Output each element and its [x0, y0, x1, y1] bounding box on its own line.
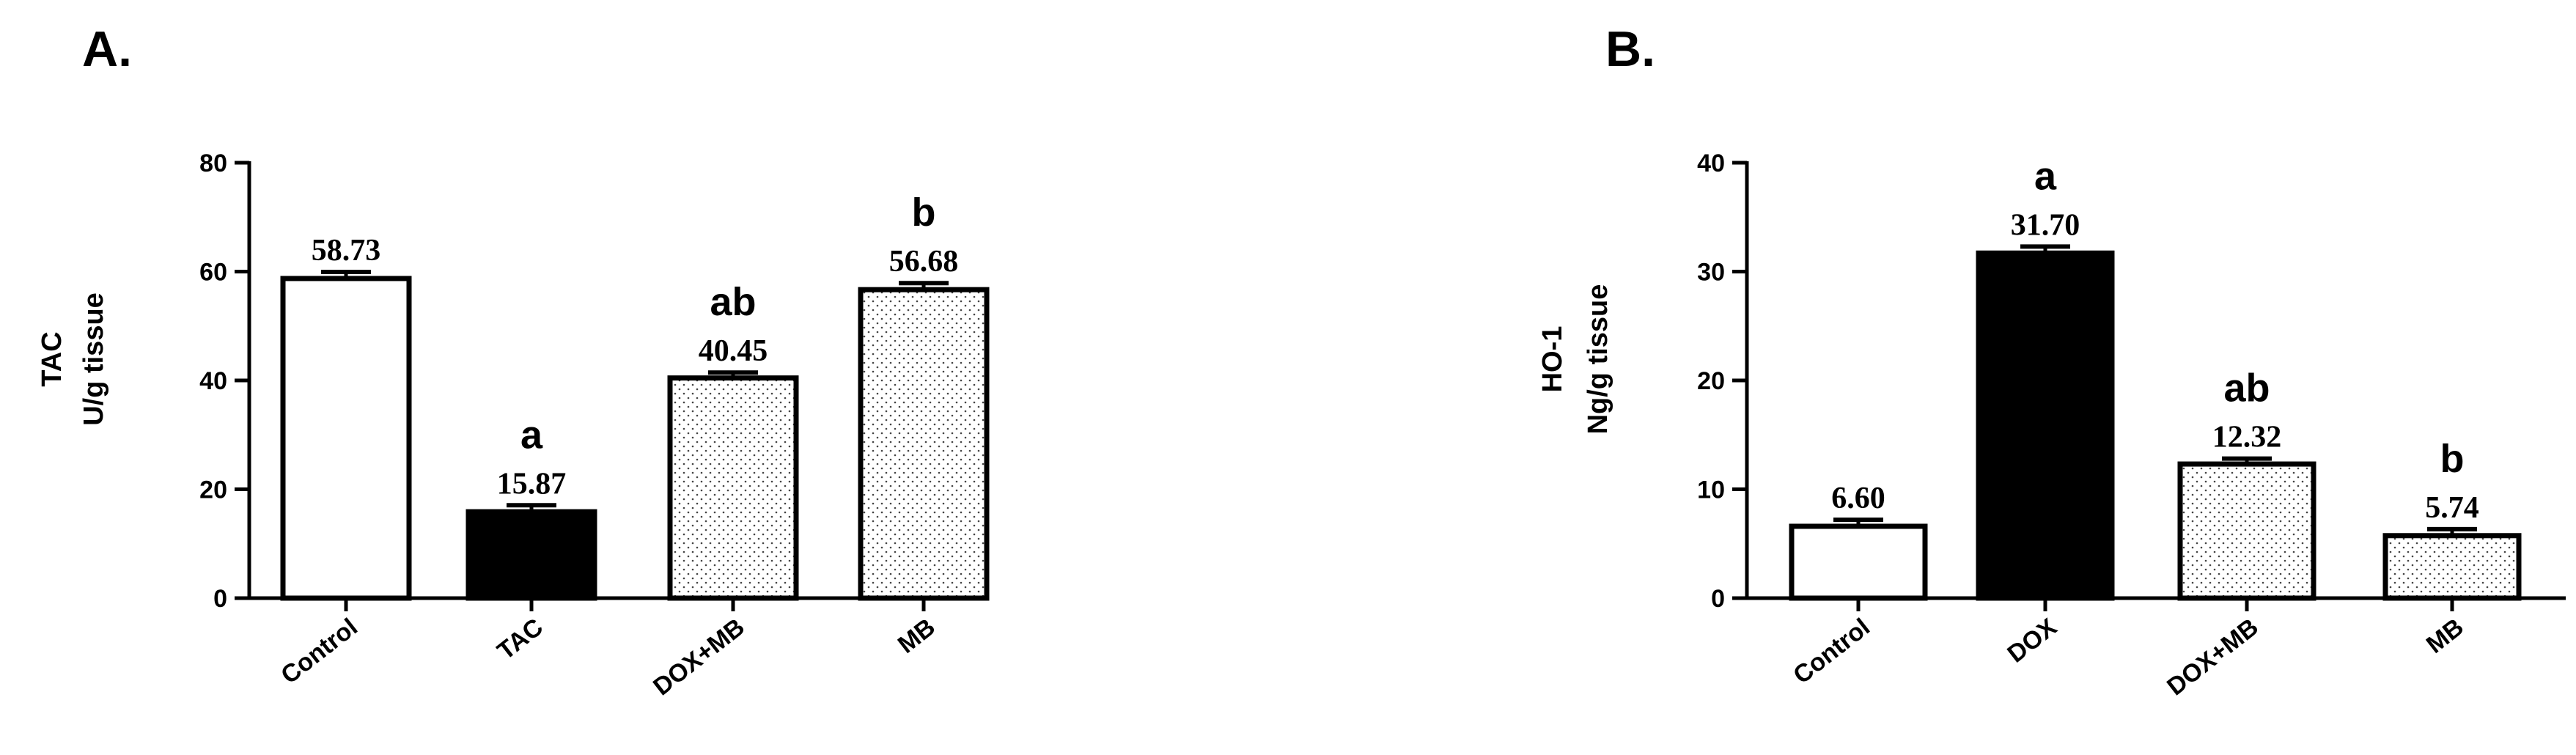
data-label: 15.87 — [497, 467, 567, 501]
panel-b-chart: B. HO-1 Ng/g tissue 0 10 20 30 40 6.60 Control 31.… — [1537, 21, 2566, 701]
x-tick-label: DOX — [2002, 613, 2062, 669]
x-tick-label: MB — [893, 613, 941, 659]
bar-dox-mb — [2177, 461, 2316, 601]
significance-label: ab — [2223, 367, 2270, 410]
panel-label: A. — [82, 21, 132, 77]
panel-a-chart: A. TAC U/g tissue 0 20 40 60 80 58.73 Control 15.8… — [37, 21, 990, 701]
y-tick-label: 20 — [199, 476, 227, 504]
x-tick-label: TAC — [492, 613, 548, 665]
x-tick-label: DOX+MB — [648, 613, 750, 701]
y-tick-label: 40 — [199, 367, 227, 395]
y-tick-label: 40 — [1697, 150, 1725, 177]
significance-label: b — [912, 191, 936, 235]
y-tick-label: 0 — [213, 585, 227, 613]
significance-label: ab — [710, 280, 756, 324]
y-tick-label: 0 — [1711, 585, 1725, 613]
y-tick-label: 20 — [1697, 367, 1725, 395]
panel-label: B. — [1605, 21, 1655, 77]
x-tick-label: Control — [1788, 613, 1875, 689]
bar-control — [1789, 523, 1928, 601]
bar-mb — [2382, 533, 2522, 601]
data-label: 40.45 — [699, 334, 768, 368]
significance-label: a — [520, 413, 543, 457]
x-tick-label: Control — [276, 613, 363, 689]
significance-label: b — [2440, 437, 2465, 481]
y-tick-label: 80 — [199, 150, 227, 177]
bar-control — [280, 276, 412, 601]
y-tick-label: 10 — [1697, 476, 1725, 504]
y-axis-label: Ng/g tissue — [1583, 284, 1613, 435]
y-axis-label: TAC — [37, 331, 67, 386]
data-label: 12.32 — [2212, 421, 2282, 454]
bar-mb — [858, 287, 990, 601]
data-label: 5.74 — [2425, 491, 2479, 525]
data-label: 58.73 — [312, 234, 381, 268]
y-tick-label: 60 — [199, 259, 227, 287]
bar-dox-mb — [667, 375, 799, 601]
data-label: 6.60 — [1831, 482, 1885, 515]
y-tick-label: 30 — [1697, 259, 1725, 287]
x-tick-label: MB — [2421, 613, 2469, 659]
bar-tac — [465, 509, 597, 601]
y-axis-label: HO-1 — [1537, 326, 1568, 393]
data-label: 31.70 — [2011, 208, 2080, 242]
significance-label: a — [2034, 154, 2057, 198]
bar-dox — [1976, 250, 2115, 601]
data-label: 56.68 — [889, 245, 959, 279]
x-tick-label: DOX+MB — [2162, 613, 2264, 701]
y-axis-label: U/g tissue — [78, 292, 109, 426]
